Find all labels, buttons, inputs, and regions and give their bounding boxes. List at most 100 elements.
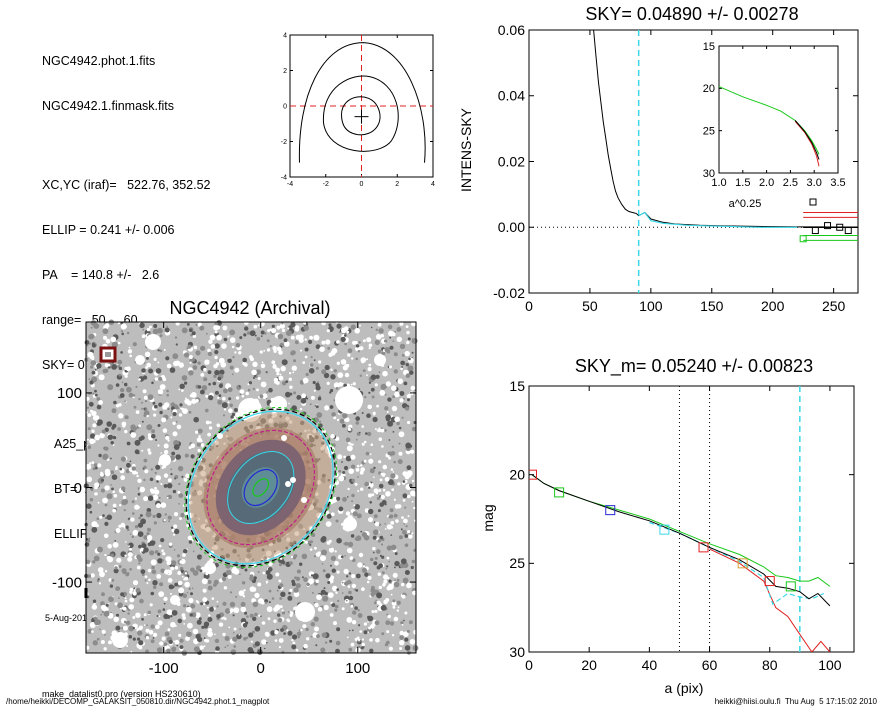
noise-speck	[377, 349, 382, 354]
noise-speck	[310, 540, 313, 544]
noise-speck	[382, 464, 388, 470]
noise-speck	[330, 601, 333, 604]
noise-speck	[128, 545, 131, 547]
noise-speck	[287, 610, 290, 613]
noise-speck	[399, 630, 404, 636]
noise-speck	[141, 617, 145, 621]
noise-speck	[271, 328, 277, 334]
noise-speck	[403, 619, 405, 622]
noise-speck	[150, 591, 155, 596]
noise-speck	[393, 581, 400, 588]
noise-speck	[174, 582, 179, 587]
noise-speck	[91, 461, 95, 464]
noise-speck	[113, 616, 119, 623]
noise-speck	[104, 446, 109, 451]
noise-speck	[260, 330, 265, 335]
noise-speck	[378, 483, 384, 489]
noise-speck	[394, 566, 396, 569]
noise-speck	[317, 551, 321, 555]
noise-speck	[358, 552, 364, 558]
sky-plot-title: SKY= 0.04890 +/- 0.00278	[585, 4, 798, 24]
contour-y-tick-label: -2	[281, 139, 287, 146]
isophote-outer-black	[185, 408, 336, 567]
noise-speck	[390, 473, 396, 479]
noise-speck	[392, 395, 395, 399]
noise-speck	[145, 628, 150, 633]
noise-speck	[410, 565, 414, 570]
noise-speck	[122, 625, 128, 631]
noise-speck	[153, 357, 157, 361]
noise-speck	[348, 442, 351, 445]
noise-speck	[330, 564, 332, 567]
noise-speck	[405, 406, 410, 411]
noise-speck	[214, 321, 218, 326]
noise-speck	[214, 369, 220, 376]
noise-speck	[329, 613, 334, 617]
noise-speck	[296, 569, 301, 574]
noise-speck	[129, 533, 132, 535]
noise-speck	[379, 478, 383, 482]
noise-speck	[150, 468, 153, 471]
noise-speck	[166, 648, 171, 654]
noise-speck	[370, 624, 375, 629]
noise-speck	[229, 329, 236, 336]
noise-speck	[159, 384, 166, 390]
noise-speck	[347, 353, 351, 357]
noise-speck	[355, 589, 359, 592]
noise-speck	[205, 408, 209, 413]
noise-speck	[336, 340, 340, 344]
noise-speck	[381, 555, 385, 559]
noise-speck	[409, 370, 414, 375]
noise-speck	[91, 429, 95, 433]
noise-speck	[205, 394, 209, 398]
noise-speck	[361, 425, 365, 428]
noise-speck	[108, 596, 114, 603]
noise-speck	[138, 562, 141, 565]
noise-speck	[366, 413, 371, 419]
noise-speck	[197, 568, 201, 572]
noise-speck	[315, 579, 319, 583]
noise-speck	[107, 556, 114, 563]
noise-speck	[288, 402, 290, 405]
noise-speck	[341, 581, 344, 584]
mag-profile-plot: SKY_m= 0.05240 +/- 0.00823 mag a (pix) 0…	[480, 356, 855, 696]
noise-speck	[96, 363, 102, 369]
noise-speck	[396, 416, 399, 420]
noise-speck	[135, 504, 138, 507]
noise-speck	[360, 464, 363, 467]
noise-speck	[404, 350, 410, 357]
noise-speck	[181, 613, 186, 618]
noise-speck	[338, 382, 344, 387]
noise-speck	[355, 573, 361, 579]
noise-speck	[99, 628, 101, 631]
noise-speck	[283, 632, 286, 635]
noise-speck	[143, 535, 148, 540]
noise-speck	[369, 648, 374, 653]
noise-speck	[292, 371, 295, 374]
noise-speck	[122, 606, 127, 611]
noise-speck	[397, 378, 404, 385]
noise-speck	[105, 603, 109, 607]
noise-speck	[163, 449, 169, 455]
noise-speck	[223, 337, 228, 342]
noise-speck	[122, 424, 126, 428]
noise-speck	[94, 389, 97, 393]
noise-speck	[289, 588, 293, 593]
noise-speck	[386, 411, 389, 413]
noise-speck	[138, 424, 142, 428]
noise-speck	[354, 340, 358, 345]
noise-speck	[370, 374, 377, 381]
noise-speck	[115, 625, 121, 631]
noise-speck	[350, 454, 356, 460]
noise-speck	[135, 385, 138, 388]
noise-speck	[111, 474, 118, 481]
noise-speck	[354, 328, 361, 334]
noise-speck	[380, 543, 384, 546]
noise-speck	[267, 561, 273, 567]
noise-speck	[387, 451, 392, 456]
noise-speck	[294, 327, 300, 332]
noise-speck	[114, 566, 118, 570]
noise-speck	[171, 610, 177, 616]
noise-speck	[242, 361, 246, 366]
noise-speck	[293, 591, 300, 598]
